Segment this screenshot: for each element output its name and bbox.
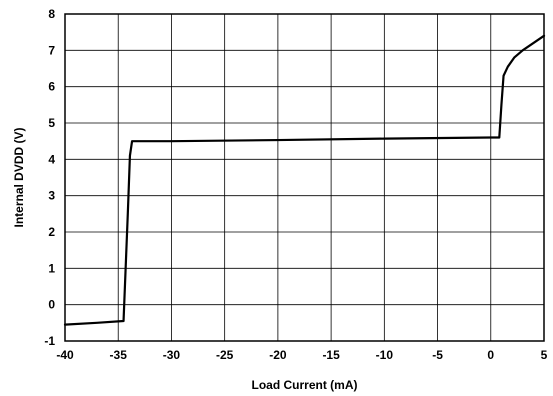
y-tick-label: -1	[44, 334, 55, 348]
y-tick-label: 0	[48, 298, 55, 312]
y-tick-label: 6	[48, 80, 55, 94]
x-tick-label: 5	[541, 348, 548, 362]
series-line	[63, 34, 546, 326]
x-tick-label: -35	[110, 348, 128, 362]
x-tick-label: -40	[56, 348, 74, 362]
y-tick-label: 8	[48, 7, 55, 21]
x-tick-label: -30	[163, 348, 181, 362]
x-tick-label: -5	[432, 348, 443, 362]
y-tick-label: 1	[48, 261, 55, 275]
plot-area	[65, 14, 544, 341]
y-tick-label: 5	[48, 116, 55, 130]
y-axis-title: Internal DVDD (V)	[12, 127, 26, 227]
y-tick-label: 3	[48, 189, 55, 203]
series-layer	[63, 34, 546, 326]
y-tick-label: 2	[48, 225, 55, 239]
y-tick-label: 4	[48, 152, 55, 166]
x-tick-label: -10	[376, 348, 394, 362]
y-tick-label: 7	[48, 43, 55, 57]
x-tick-label: -15	[322, 348, 340, 362]
y-tick-labels: -1 0 1 2 3 4 5 6 7 8	[44, 7, 55, 348]
x-tick-labels: -40 -35 -30 -25 -20 -15 -10 -5 0 5	[56, 348, 547, 362]
x-tick-label: 0	[487, 348, 494, 362]
x-tick-label: -25	[216, 348, 234, 362]
x-tick-label: -20	[269, 348, 287, 362]
plot-frame	[64, 13, 545, 342]
x-axis-title: Load Current (mA)	[252, 378, 358, 392]
